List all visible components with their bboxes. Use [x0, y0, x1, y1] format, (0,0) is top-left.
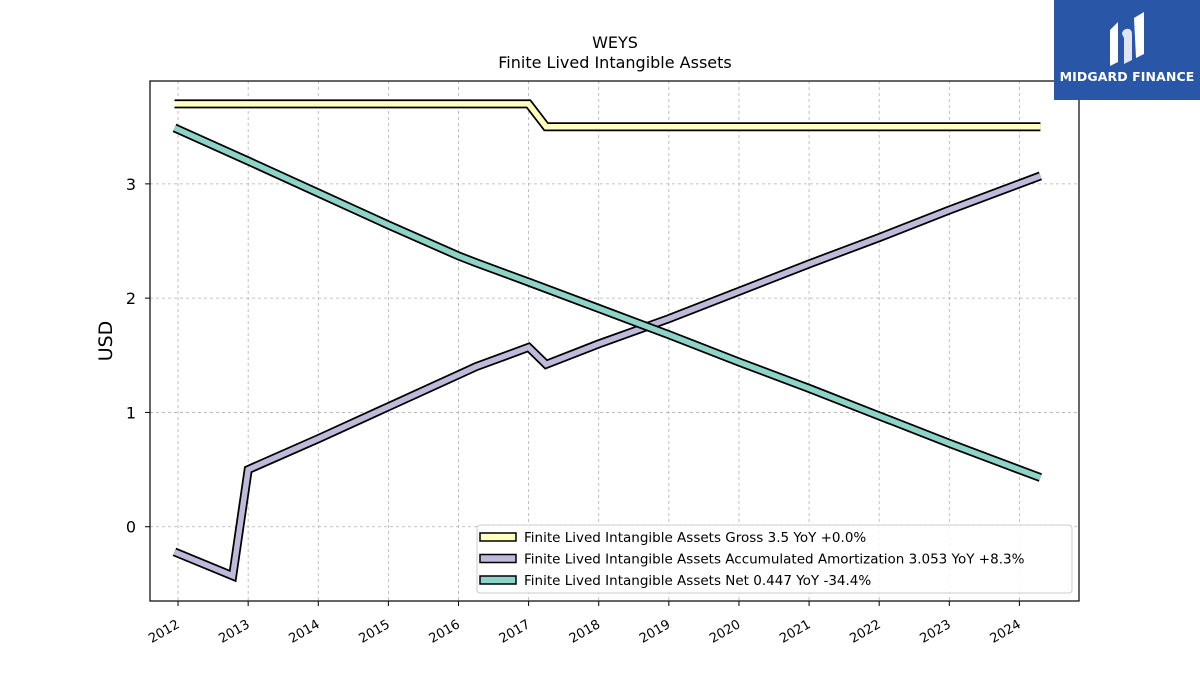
y-axis-label: USD — [95, 321, 117, 362]
legend: Finite Lived Intangible Assets Gross 3.5… — [476, 524, 1073, 594]
brand-name: MIDGARD FINANCE — [1059, 69, 1195, 84]
x-tick-label: 2019 — [637, 617, 673, 647]
x-tick-label: 2023 — [917, 617, 953, 647]
x-tick-label: 2013 — [216, 617, 252, 647]
legend-swatch — [479, 575, 517, 585]
x-tick-label: 2022 — [847, 617, 883, 647]
series-outline — [172, 123, 1042, 482]
series-2-line — [172, 171, 1042, 583]
series-stroke — [173, 173, 1042, 580]
legend-box — [476, 524, 1073, 594]
x-tick-label: 2018 — [567, 617, 603, 647]
legend-swatch — [479, 553, 517, 564]
series-1-line — [174, 99, 1041, 132]
y-tick-label: 3 — [126, 175, 136, 194]
plot-frame — [149, 80, 1080, 602]
legend-swatch — [479, 532, 517, 542]
x-tick-label: 2015 — [357, 617, 393, 647]
logo-mark-icon — [1110, 12, 1144, 66]
series-outline — [172, 171, 1042, 583]
x-tick-label: 2014 — [286, 617, 322, 647]
series-stroke — [173, 125, 1042, 481]
series-lines — [172, 99, 1042, 583]
x-tick-label: 2016 — [427, 617, 463, 647]
chart-title: WEYS — [592, 33, 638, 52]
legend-entry: Finite Lived Intangible Assets Accumulat… — [524, 552, 1025, 568]
y-tick-label: 2 — [126, 289, 136, 308]
x-tick-label: 2024 — [988, 617, 1024, 647]
series-outline — [174, 99, 1041, 132]
x-tick-label: 2012 — [146, 617, 182, 647]
series-3-line — [172, 123, 1042, 482]
x-tick-label: 2020 — [707, 617, 743, 647]
chart-subtitle: Finite Lived Intangible Assets — [498, 53, 731, 72]
legend-entry: Finite Lived Intangible Assets Net 0.447… — [524, 573, 871, 589]
x-tick-label: 2017 — [497, 617, 533, 647]
legend-entry: Finite Lived Intangible Assets Gross 3.5… — [524, 530, 866, 546]
x-tick-label: 2021 — [777, 617, 813, 647]
y-tick-label: 0 — [126, 518, 136, 537]
y-tick-label: 1 — [126, 403, 136, 422]
brand-logo: MIDGARD FINANCE — [1054, 0, 1200, 100]
series-stroke — [174, 101, 1041, 130]
